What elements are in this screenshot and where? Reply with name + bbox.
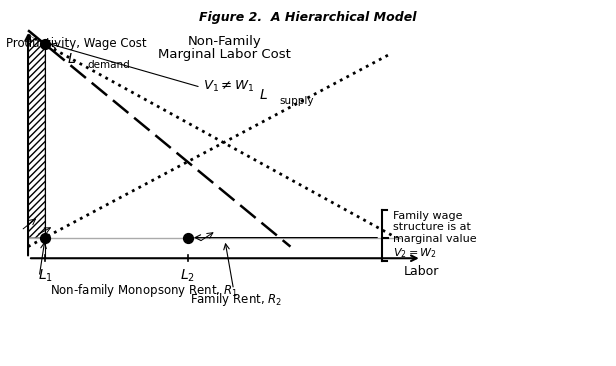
- Text: supply: supply: [280, 96, 314, 106]
- Text: Labor: Labor: [404, 265, 439, 278]
- Text: L: L: [260, 89, 267, 102]
- Text: Family wage: Family wage: [393, 211, 463, 221]
- Text: $V_2 = W_2$: $V_2 = W_2$: [393, 246, 437, 259]
- Point: [40, 235, 50, 240]
- Text: Non-family Monopsony Rent, $R_1$: Non-family Monopsony Rent, $R_1$: [50, 281, 238, 299]
- Point: [40, 41, 50, 47]
- Point: [182, 235, 192, 240]
- Text: Family Rent, $R_2$: Family Rent, $R_2$: [190, 291, 282, 308]
- Text: marginal value: marginal value: [393, 234, 477, 244]
- Text: Figure 2.  A Hierarchical Model: Figure 2. A Hierarchical Model: [199, 11, 417, 24]
- Text: $L_2$: $L_2$: [180, 268, 195, 284]
- Text: Marginal Labor Cost: Marginal Labor Cost: [158, 48, 291, 61]
- Text: $V_1 \neq W_1$: $V_1 \neq W_1$: [203, 79, 254, 94]
- Text: demand: demand: [87, 60, 130, 70]
- Text: $L_1$: $L_1$: [38, 268, 52, 284]
- Text: Productivity, Wage Cost: Productivity, Wage Cost: [6, 37, 147, 50]
- Text: L: L: [67, 52, 75, 66]
- Text: Non-Family: Non-Family: [188, 36, 262, 48]
- Text: structure is at: structure is at: [393, 223, 471, 232]
